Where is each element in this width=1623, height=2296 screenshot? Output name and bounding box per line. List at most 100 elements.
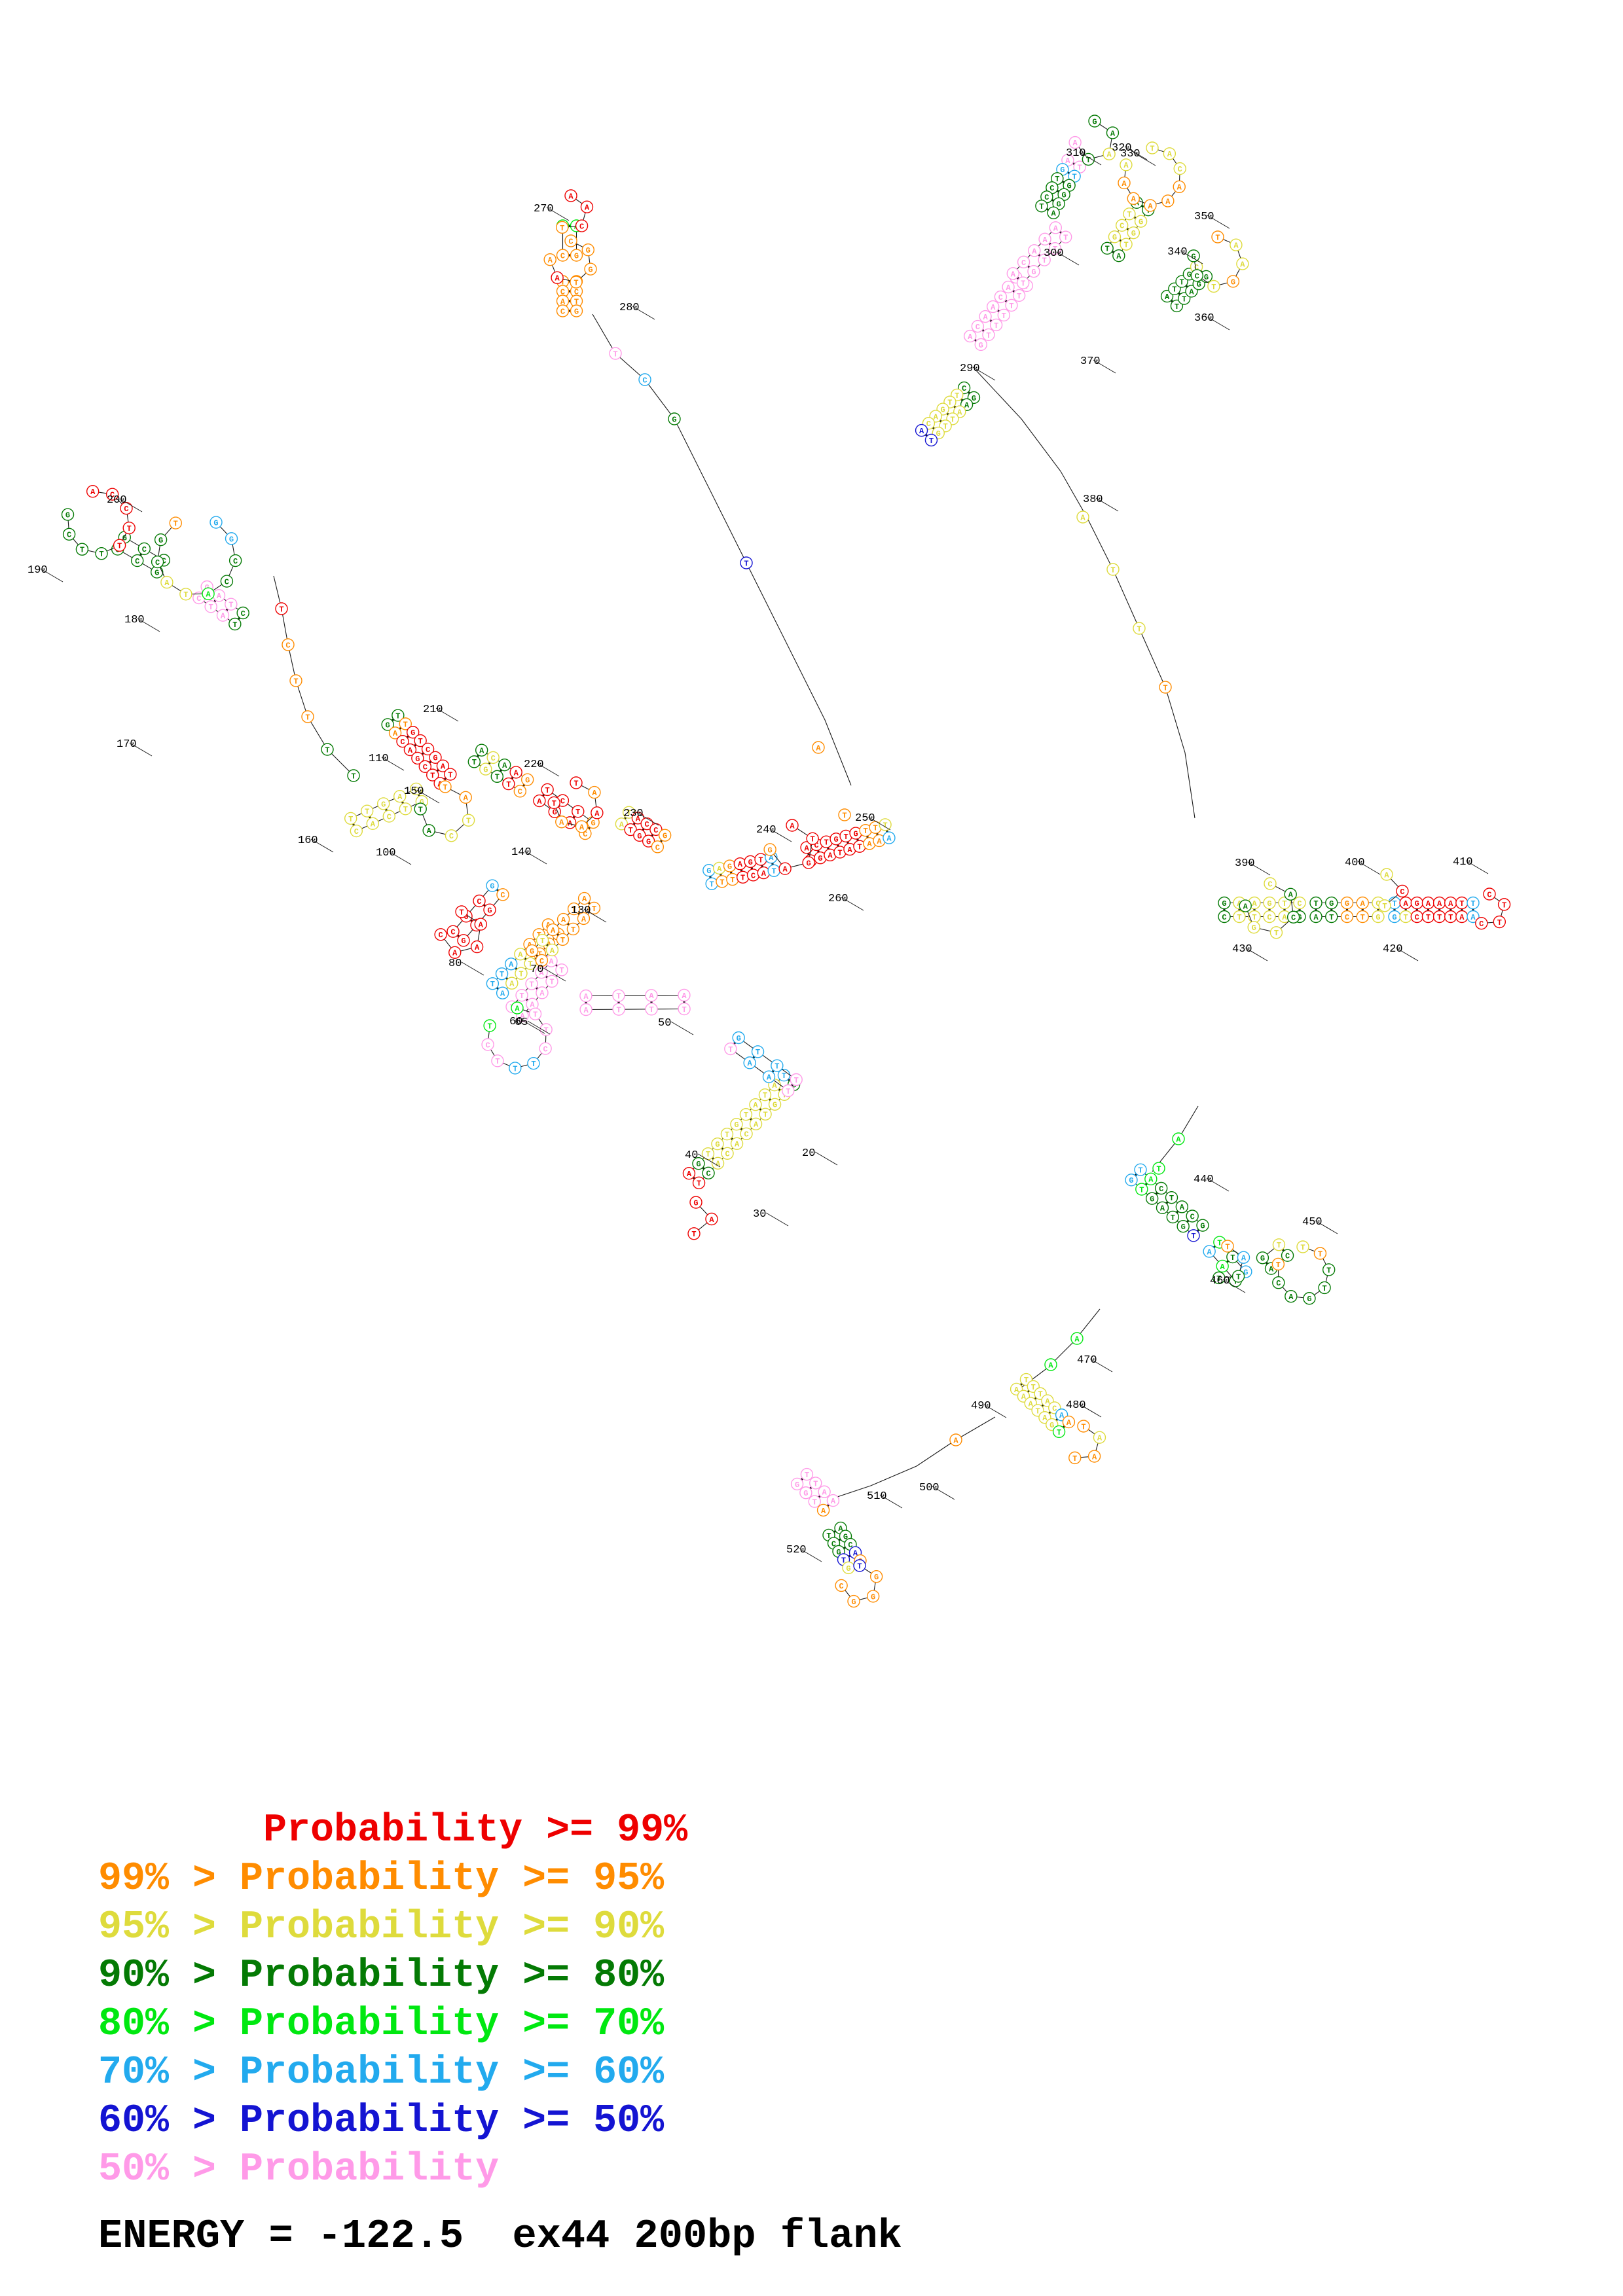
nucleotide: T xyxy=(1444,910,1457,924)
position-label-leader xyxy=(972,367,996,381)
nucleotide-letter: T xyxy=(728,1045,733,1054)
nucleotide: T xyxy=(392,709,405,722)
nucleotide-letter: C xyxy=(196,594,201,603)
nucleotide: G xyxy=(1057,188,1070,201)
nucleotide: A xyxy=(1356,896,1369,910)
nucleotide-letter: A xyxy=(877,837,882,846)
nucleotide-letter: G xyxy=(1392,913,1396,922)
nucleotide-letter: T xyxy=(1404,913,1408,922)
nucleotide-letter: T xyxy=(772,867,776,876)
nucleotide-letter: C xyxy=(560,797,565,806)
nucleotide-letter: T xyxy=(1182,295,1186,304)
nucleotide: C xyxy=(409,782,423,796)
nucleotide-letter: T xyxy=(1021,279,1025,289)
position-label-leader xyxy=(1222,1279,1246,1293)
nucleotide-letter: T xyxy=(519,992,524,1001)
nucleotide-letter: T xyxy=(824,838,828,848)
position-label-leader xyxy=(416,789,440,804)
nucleotide-letter: C xyxy=(387,812,392,821)
nucleotide-letter: T xyxy=(1497,918,1502,927)
nucleotide-letter: G xyxy=(792,1081,796,1090)
position-label: 170 xyxy=(117,738,137,751)
nucleotide-letter: T xyxy=(528,960,533,969)
nucleotide-letter: A xyxy=(1080,513,1085,522)
nucleotide-letter: T xyxy=(1300,1243,1305,1252)
position-label: 290 xyxy=(960,363,980,375)
nucleotide: A xyxy=(733,857,747,870)
nucleotide: C xyxy=(835,1579,848,1592)
position-label-leader xyxy=(1245,947,1268,961)
nucleotide-letter: G xyxy=(1181,1223,1186,1232)
position-label-leader xyxy=(814,1151,838,1166)
nucleotide: T xyxy=(809,1477,822,1490)
position-label: 450 xyxy=(1302,1216,1322,1229)
nucleotide-letter: A xyxy=(1459,913,1465,922)
nucleotide-letter: C xyxy=(162,556,166,565)
nucleotide: A xyxy=(678,988,691,1002)
nucleotide: T xyxy=(515,967,528,980)
nucleotide-letter: A xyxy=(1448,899,1453,908)
nucleotide-letter: G xyxy=(1200,1222,1205,1231)
nucleotide: T xyxy=(1166,1210,1180,1224)
nucleotide-letter: A xyxy=(1282,913,1287,922)
nucleotide-letter: A xyxy=(1180,1203,1185,1212)
position-label: 20 xyxy=(802,1147,815,1160)
nucleotide-letter: T xyxy=(540,937,545,946)
nucleotide-letter: G xyxy=(1139,218,1143,227)
nucleotide: T xyxy=(1318,1281,1331,1295)
nucleotide-letter: T xyxy=(720,878,724,887)
nucleotide: T xyxy=(853,1559,866,1572)
nucleotide-letter: C xyxy=(449,832,454,841)
nucleotide-letter: A xyxy=(1148,202,1153,211)
nucleotide-letter: C xyxy=(414,785,418,795)
nucleotide-letter: T xyxy=(1110,565,1115,575)
nucleotide-letter: A xyxy=(164,579,170,588)
nucleotide-letter: T xyxy=(1426,913,1431,922)
legend-row: 60% > Probability >= 50% xyxy=(98,2099,665,2144)
nucleotide-letter: C xyxy=(725,1150,729,1159)
nucleotide-letter: G xyxy=(1231,278,1235,287)
nucleotide-letter: A xyxy=(475,943,480,952)
nucleotide: A xyxy=(949,1433,962,1446)
nucleotide-letter: A xyxy=(583,992,589,1001)
nucleotide: A xyxy=(712,861,726,875)
nucleotide-letter: T xyxy=(99,550,103,559)
nucleotide-letter: A xyxy=(502,761,507,770)
nucleotide: T xyxy=(1077,1420,1090,1433)
nucleotide-letter: G xyxy=(737,1034,741,1043)
nucleotide-letter: C xyxy=(744,1130,748,1139)
nucleotide-letter: A xyxy=(753,1101,758,1110)
nucleotide: T xyxy=(95,547,108,560)
nucleotide: T xyxy=(1455,896,1468,910)
position-label: 300 xyxy=(1044,247,1064,260)
position-label: 210 xyxy=(423,704,443,716)
nucleotide-letter: T xyxy=(763,1111,767,1120)
nucleotide-letter: A xyxy=(371,820,376,829)
nucleotide-letter: T xyxy=(857,1562,862,1571)
nucleotide-letter: T xyxy=(1055,175,1059,184)
nucleotide: T xyxy=(997,308,1010,322)
nucleotide: C xyxy=(1264,877,1277,890)
nucleotide-letter: C xyxy=(543,1045,548,1054)
nucleotide: G xyxy=(1410,896,1423,910)
nucleotide-letter: A xyxy=(464,794,469,803)
nucleotide-letter: T xyxy=(950,415,955,424)
nucleotide-letter: A xyxy=(583,1006,589,1015)
position-label-leader xyxy=(1124,146,1148,160)
nucleotide-letter: C xyxy=(233,557,238,566)
nucleotide-letter: A xyxy=(560,297,566,306)
nucleotide: A xyxy=(1421,896,1435,910)
nucleotide-letter: C xyxy=(642,376,647,385)
position-label-leader xyxy=(583,908,607,923)
nucleotide: C xyxy=(556,249,570,262)
nucleotide-letter: A xyxy=(90,488,96,497)
nucleotide-letter: G xyxy=(525,776,530,785)
nucleotide: T xyxy=(486,977,500,990)
nucleotide: G xyxy=(732,1031,745,1045)
legend-row: 80% > Probability >= 70% xyxy=(98,2002,665,2047)
nucleotide-letter: T xyxy=(1031,1383,1036,1392)
nucleotide-letter: G xyxy=(158,536,163,545)
nucleotide-letter: A xyxy=(1360,899,1366,908)
nucleotide: G xyxy=(381,718,394,731)
nucleotide-letter: T xyxy=(786,1087,790,1096)
